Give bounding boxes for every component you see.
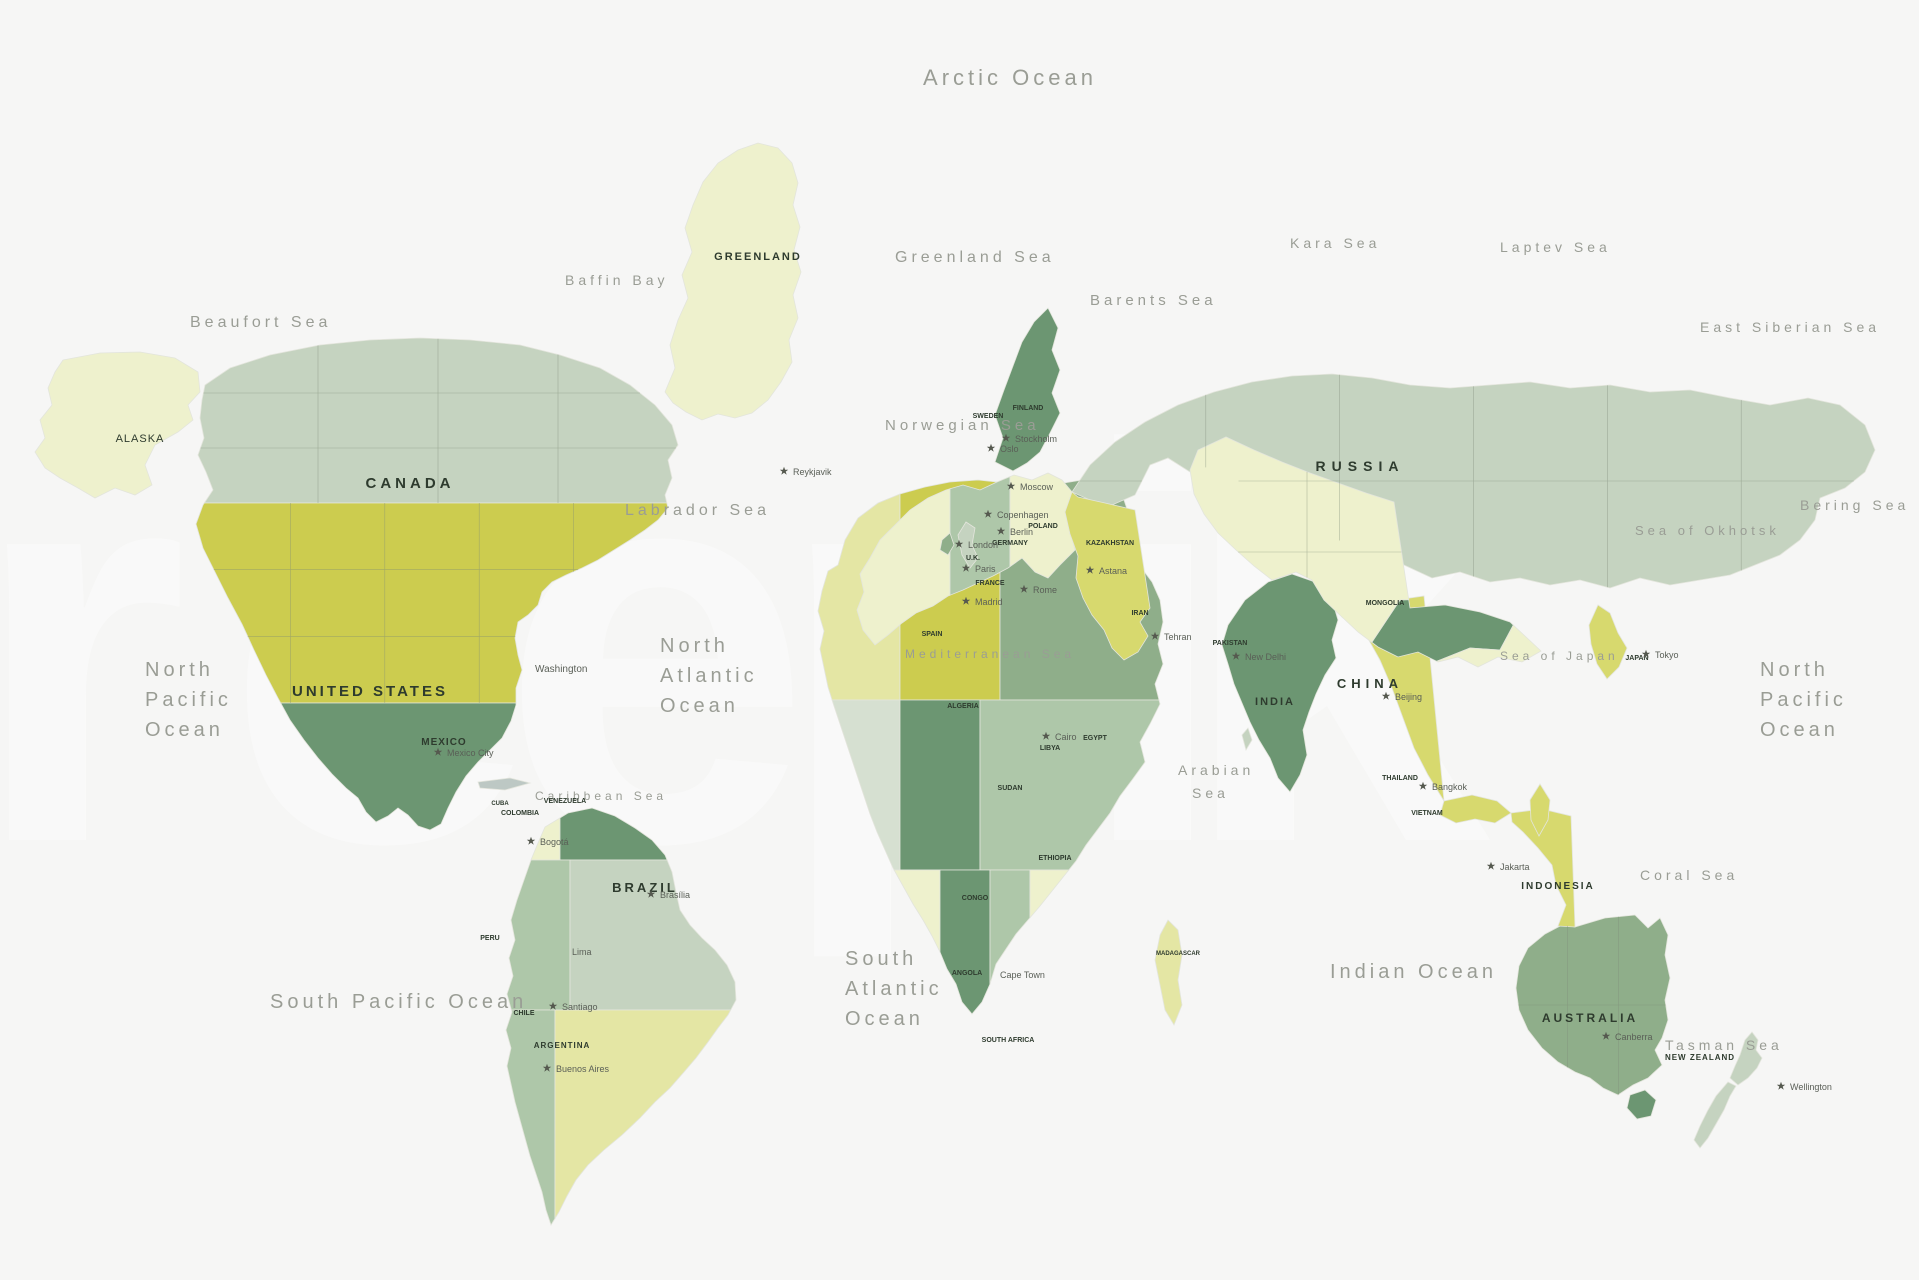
svg-text:Greenland Sea: Greenland Sea (895, 249, 1055, 266)
svg-text:PAKISTAN: PAKISTAN (1213, 640, 1248, 647)
svg-text:Astana: Astana (1099, 566, 1127, 576)
svg-text:Beaufort Sea: Beaufort Sea (190, 314, 331, 331)
svg-text:Ocean: Ocean (1760, 719, 1839, 741)
svg-text:GREENLAND: GREENLAND (714, 251, 802, 263)
svg-text:Oslo: Oslo (1000, 444, 1019, 454)
svg-text:FRANCE: FRANCE (975, 580, 1004, 587)
svg-text:Lima: Lima (572, 947, 592, 957)
svg-text:CHINA: CHINA (1337, 676, 1403, 691)
svg-text:CONGO: CONGO (962, 895, 989, 902)
svg-text:SUDAN: SUDAN (998, 785, 1023, 792)
svg-text:Ocean: Ocean (660, 695, 739, 717)
svg-text:ARGENTINA: ARGENTINA (534, 1041, 591, 1050)
svg-text:AUSTRALIA: AUSTRALIA (1542, 1011, 1638, 1025)
svg-text:Wellington: Wellington (1790, 1082, 1832, 1092)
svg-text:Indian Ocean: Indian Ocean (1330, 961, 1497, 983)
svg-text:PERU: PERU (480, 935, 499, 942)
svg-text:Tehran: Tehran (1164, 632, 1192, 642)
svg-text:Canberra: Canberra (1615, 1032, 1653, 1042)
svg-text:Bangkok: Bangkok (1432, 782, 1468, 792)
svg-text:Atlantic: Atlantic (660, 665, 758, 687)
svg-text:Reykjavik: Reykjavik (793, 467, 832, 477)
svg-text:THAILAND: THAILAND (1382, 775, 1418, 782)
svg-text:Tasman Sea: Tasman Sea (1665, 1037, 1783, 1053)
svg-text:INDIA: INDIA (1255, 696, 1295, 708)
svg-text:Berlin: Berlin (1010, 527, 1033, 537)
svg-text:Pacific: Pacific (1760, 689, 1847, 711)
svg-text:Arabian: Arabian (1178, 762, 1254, 778)
svg-text:Rome: Rome (1033, 585, 1057, 595)
svg-text:Cape Town: Cape Town (1000, 970, 1045, 980)
svg-text:North: North (145, 659, 214, 681)
svg-text:Norwegian Sea: Norwegian Sea (885, 417, 1040, 434)
svg-text:ANGOLA: ANGOLA (952, 970, 982, 977)
svg-text:SWEDEN: SWEDEN (973, 413, 1004, 420)
svg-text:INDONESIA: INDONESIA (1521, 881, 1595, 892)
svg-text:Laptev Sea: Laptev Sea (1500, 239, 1611, 255)
svg-text:Jakarta: Jakarta (1500, 862, 1530, 872)
svg-text:MADAGASCAR: MADAGASCAR (1156, 951, 1201, 957)
svg-text:Labrador Sea: Labrador Sea (625, 502, 770, 519)
svg-text:Bering Sea: Bering Sea (1800, 497, 1909, 513)
svg-text:London: London (968, 540, 998, 550)
svg-text:LIBYA: LIBYA (1040, 745, 1060, 752)
svg-text:Pacific: Pacific (145, 689, 232, 711)
svg-text:Ocean: Ocean (845, 1008, 924, 1030)
svg-text:VENEZUELA: VENEZUELA (544, 798, 586, 805)
svg-text:CUBA: CUBA (491, 801, 509, 807)
svg-text:Stockholm: Stockholm (1015, 434, 1057, 444)
svg-text:Ocean: Ocean (145, 719, 224, 741)
svg-text:Brasília: Brasília (660, 890, 690, 900)
svg-text:EGYPT: EGYPT (1083, 735, 1107, 742)
svg-text:East Siberian Sea: East Siberian Sea (1700, 319, 1880, 335)
svg-text:RUSSIA: RUSSIA (1316, 458, 1405, 474)
svg-text:ALGERIA: ALGERIA (947, 703, 979, 710)
svg-text:U.K.: U.K. (966, 555, 980, 562)
svg-text:Bogotá: Bogotá (540, 837, 569, 847)
svg-text:Beijing: Beijing (1395, 692, 1422, 702)
svg-text:SOUTH AFRICA: SOUTH AFRICA (982, 1037, 1035, 1044)
svg-text:Madrid: Madrid (975, 597, 1003, 607)
svg-text:Atlantic: Atlantic (845, 978, 943, 1000)
svg-text:UNITED STATES: UNITED STATES (292, 683, 448, 700)
svg-text:VIETNAM: VIETNAM (1411, 810, 1443, 817)
svg-text:Mediterranean Sea: Mediterranean Sea (905, 647, 1075, 661)
svg-text:South: South (845, 948, 917, 970)
svg-text:CHILE: CHILE (514, 1010, 535, 1017)
svg-text:FINLAND: FINLAND (1013, 405, 1044, 412)
svg-text:MEXICO: MEXICO (421, 737, 466, 748)
svg-text:Sea of Okhotsk: Sea of Okhotsk (1635, 523, 1780, 538)
svg-text:Baffin Bay: Baffin Bay (565, 272, 669, 288)
svg-text:Arctic Ocean: Arctic Ocean (923, 65, 1097, 90)
svg-text:New Delhi: New Delhi (1245, 652, 1286, 662)
svg-text:Mexico City: Mexico City (447, 748, 494, 758)
svg-text:Coral Sea: Coral Sea (1640, 867, 1738, 883)
svg-text:NEW ZEALAND: NEW ZEALAND (1665, 1053, 1735, 1062)
svg-text:Moscow: Moscow (1020, 482, 1054, 492)
svg-text:Buenos Aires: Buenos Aires (556, 1064, 610, 1074)
svg-text:KAZAKHSTAN: KAZAKHSTAN (1086, 540, 1134, 547)
svg-text:CANADA: CANADA (366, 475, 455, 492)
svg-text:Tokyo: Tokyo (1655, 650, 1679, 660)
svg-text:ETHIOPIA: ETHIOPIA (1038, 855, 1071, 862)
svg-text:Barents Sea: Barents Sea (1090, 292, 1217, 309)
svg-text:MONGOLIA: MONGOLIA (1366, 600, 1405, 607)
svg-text:SPAIN: SPAIN (922, 631, 943, 638)
svg-text:Sea of Japan: Sea of Japan (1500, 649, 1619, 663)
svg-text:IRAN: IRAN (1131, 610, 1148, 617)
svg-text:North: North (660, 635, 729, 657)
svg-text:Kara Sea: Kara Sea (1290, 235, 1380, 251)
svg-text:South Pacific Ocean: South Pacific Ocean (270, 991, 527, 1013)
svg-text:Paris: Paris (975, 564, 996, 574)
svg-text:COLOMBIA: COLOMBIA (501, 810, 539, 817)
svg-text:North: North (1760, 659, 1829, 681)
svg-text:Copenhagen: Copenhagen (997, 510, 1049, 520)
svg-text:Sea: Sea (1192, 785, 1229, 801)
svg-text:ALASKA: ALASKA (116, 433, 165, 445)
svg-text:Washington: Washington (535, 664, 587, 675)
svg-text:Santiago: Santiago (562, 1002, 598, 1012)
svg-text:Cairo: Cairo (1055, 732, 1077, 742)
